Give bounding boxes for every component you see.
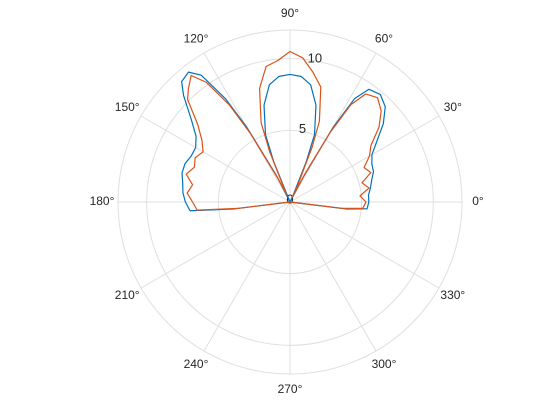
theta-tick-label: 150° <box>115 100 140 114</box>
theta-tick-label: 60° <box>375 31 393 45</box>
theta-tick-label: 180° <box>90 194 115 208</box>
r-tick-label: 0 <box>286 191 293 206</box>
series-line <box>181 71 386 212</box>
theta-tick-label: 210° <box>115 288 140 302</box>
grid-spoke <box>289 201 377 352</box>
theta-tick-label: 330° <box>440 288 465 302</box>
theta-tick-label: 240° <box>184 357 209 371</box>
theta-tick-label: 300° <box>372 357 397 371</box>
grid-spoke <box>203 201 291 352</box>
grid-spoke <box>289 201 440 289</box>
grid-circle <box>217 129 363 275</box>
r-tick-label: 5 <box>299 121 306 136</box>
grid-circle <box>146 58 434 346</box>
outer-circle <box>117 29 463 375</box>
theta-tick-label: 90° <box>281 6 299 20</box>
theta-tick-label: 0° <box>472 194 484 208</box>
r-tick-label: 10 <box>308 50 322 65</box>
series-line <box>185 50 382 211</box>
grid-spoke <box>140 201 291 289</box>
theta-tick-label: 270° <box>278 382 303 396</box>
grid-spoke <box>140 115 291 203</box>
grid-spoke <box>289 115 440 203</box>
theta-tick-label: 30° <box>444 100 462 114</box>
theta-tick-label: 120° <box>184 31 209 45</box>
